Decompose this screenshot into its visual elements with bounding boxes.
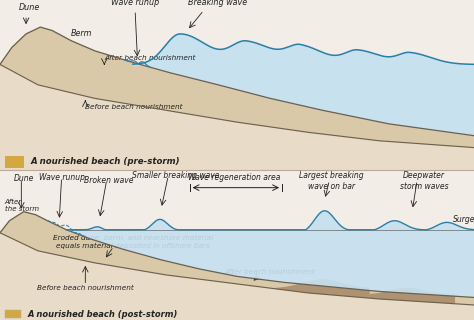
Text: Dune: Dune: [19, 3, 40, 12]
Polygon shape: [0, 27, 474, 148]
Text: After beach nourishment: After beach nourishment: [104, 55, 196, 61]
Polygon shape: [0, 64, 474, 170]
Polygon shape: [275, 279, 370, 298]
Text: Wave runup: Wave runup: [111, 0, 159, 7]
Polygon shape: [370, 288, 455, 304]
Text: Before beach nourishment: Before beach nourishment: [37, 285, 134, 292]
Bar: [5, 156, 24, 168]
Polygon shape: [133, 34, 474, 136]
Text: Surge: Surge: [453, 215, 474, 224]
Text: Breaking wave: Breaking wave: [189, 0, 247, 7]
Text: A nourished beach (pre-storm): A nourished beach (pre-storm): [31, 157, 181, 166]
Text: Wave runup: Wave runup: [38, 172, 85, 182]
Polygon shape: [66, 211, 474, 298]
Bar: [5, 310, 21, 318]
Text: Berm: Berm: [71, 29, 92, 38]
Text: Largest breaking
wave on bar: Largest breaking wave on bar: [300, 171, 364, 190]
Text: Wave regeneration area: Wave regeneration area: [189, 172, 281, 182]
Text: Broken wave: Broken wave: [84, 176, 134, 185]
Text: Dune: Dune: [14, 174, 35, 183]
Polygon shape: [0, 212, 474, 305]
Text: After beach nourishment: After beach nourishment: [225, 269, 316, 275]
Text: Deepwater
storm waves: Deepwater storm waves: [400, 171, 448, 190]
Text: Smaller breaking wave: Smaller breaking wave: [132, 171, 219, 180]
Text: Eroded dune, berm, and nearshore material
equals material deposited in offshore : Eroded dune, berm, and nearshore materia…: [53, 235, 213, 249]
Polygon shape: [0, 233, 474, 320]
Text: A nourished beach (post-storm): A nourished beach (post-storm): [27, 310, 178, 319]
Text: Before beach nourishment: Before beach nourishment: [85, 104, 183, 110]
Text: After
the storm: After the storm: [5, 199, 39, 212]
